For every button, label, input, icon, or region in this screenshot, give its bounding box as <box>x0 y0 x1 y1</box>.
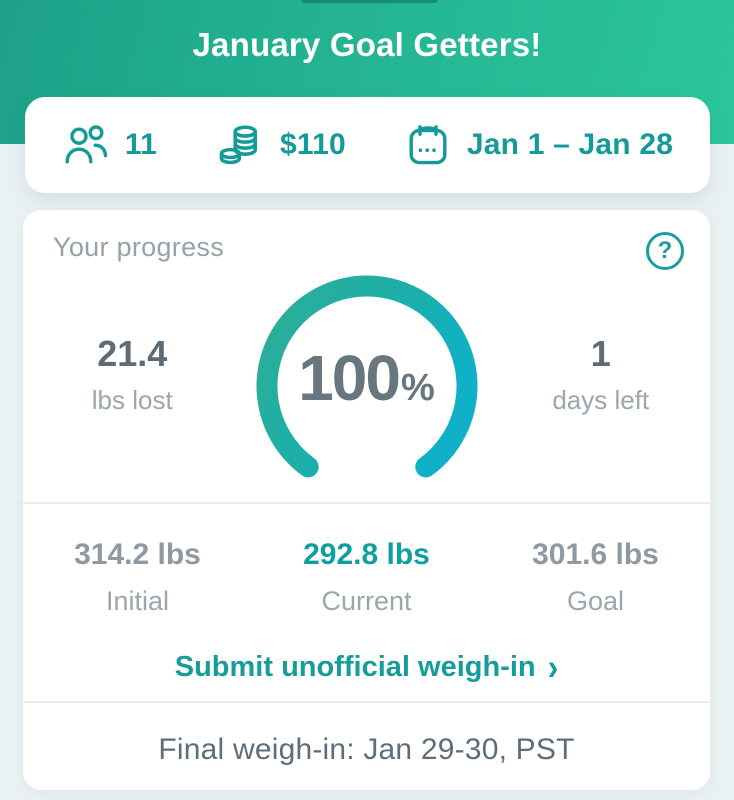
gauge-percent-symbol: % <box>400 367 435 409</box>
initial-weight: 314.2 lbs Initial <box>23 538 252 617</box>
gauge-percent-value: 100 <box>298 342 401 414</box>
current-weight: 292.8 lbs Current <box>252 538 481 617</box>
coins-icon <box>215 120 265 170</box>
participants-count: 11 <box>124 128 157 161</box>
weigh-in-link-row: Submit unofficial weigh-in › <box>23 646 710 688</box>
initial-weight-label: Initial <box>105 586 170 616</box>
lbs-lost-label: lbs lost <box>91 384 173 415</box>
status-bar-artifact <box>301 0 438 3</box>
progress-summary-row: 21.4 lbs lost 100 <box>23 272 710 502</box>
pot-stat: $110 <box>215 120 346 170</box>
progress-card-header: Your progress ? <box>23 210 710 272</box>
challenge-title: January Goal Getters! <box>192 26 542 63</box>
pot-amount: $110 <box>279 128 346 161</box>
current-weight-label: Current <box>321 586 412 616</box>
dates-stat: Jan 1 – Jan 28 <box>404 121 673 169</box>
participants-stat: 11 <box>62 121 157 169</box>
progress-title: Your progress <box>53 232 225 262</box>
lbs-lost-value: 21.4 <box>97 332 168 374</box>
divider-bottom <box>23 701 710 703</box>
weights-row: 314.2 lbs Initial 292.8 lbs Current 301.… <box>23 504 710 617</box>
goal-weight: 301.6 lbs Goal <box>481 538 710 617</box>
final-weigh-in-note: Final weigh-in: Jan 29-30, PST <box>158 733 575 766</box>
initial-weight-value: 314.2 lbs <box>74 538 201 571</box>
challenge-stats-bar: 11 $110 <box>25 97 710 193</box>
submit-weigh-in-label: Submit unofficial weigh-in <box>174 651 536 683</box>
goal-weight-label: Goal <box>566 586 625 616</box>
submit-weigh-in-link[interactable]: Submit unofficial weigh-in › <box>174 646 559 688</box>
goal-weight-value: 301.6 lbs <box>532 538 659 571</box>
days-left-label: days left <box>552 384 650 415</box>
days-left-value: 1 <box>590 332 611 374</box>
people-icon <box>62 121 110 169</box>
calendar-icon <box>404 121 452 169</box>
gauge-percent: 100 % <box>242 272 492 484</box>
progress-gauge: 100 % <box>242 272 492 502</box>
divider-top <box>23 502 710 504</box>
date-range: Jan 1 – Jan 28 <box>466 128 674 161</box>
gauge-arc <box>256 275 477 478</box>
current-weight-value: 292.8 lbs <box>303 538 430 571</box>
lbs-lost-stat: 21.4 lbs lost <box>23 333 242 416</box>
help-button[interactable]: ? <box>646 232 684 270</box>
days-left-stat: 1 days left <box>492 333 711 416</box>
question-mark-icon: ? <box>657 237 673 264</box>
progress-card: Your progress ? 21.4 lbs lost <box>23 210 710 790</box>
chevron-right-icon: › <box>547 646 559 688</box>
